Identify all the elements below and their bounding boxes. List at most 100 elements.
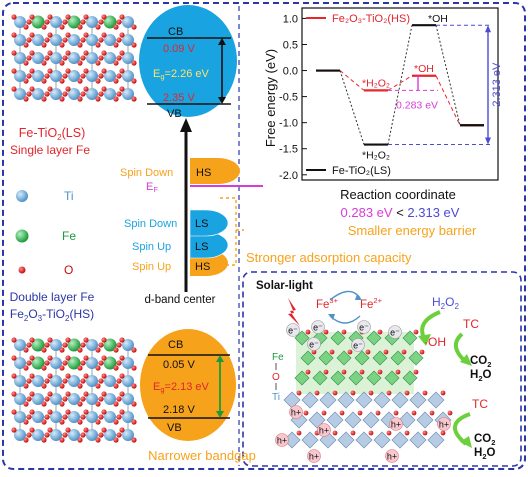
ti-octahedron	[301, 391, 319, 409]
h2o-label-bottom: H2O	[474, 447, 495, 461]
o-atom	[98, 91, 104, 97]
ti-atom	[50, 393, 62, 405]
double-layer-title: Double layer Fe	[10, 290, 95, 304]
o-atom	[77, 437, 83, 443]
ti-atom	[86, 16, 98, 28]
o-atom	[422, 390, 428, 396]
ls-spin-down-lobe	[189, 209, 229, 237]
hole-circle	[385, 449, 399, 463]
fe-octahedron	[366, 330, 382, 346]
o-atom	[83, 68, 89, 74]
o-atom	[29, 355, 35, 361]
o-atom	[113, 365, 119, 371]
y-tick-label: -1.0	[279, 118, 298, 130]
hs-top-lobe	[190, 158, 240, 184]
o-atom	[41, 24, 47, 30]
ti-atom	[104, 375, 116, 387]
o-atom	[80, 55, 86, 61]
top-gap-arrowheads	[218, 38, 226, 104]
o-atom	[65, 68, 71, 74]
y-tick-label: 1.0	[283, 13, 298, 25]
hole-label: h+	[309, 452, 319, 462]
o-atom	[303, 410, 309, 416]
o-atom	[131, 42, 137, 48]
ti-atom	[32, 393, 44, 405]
o-atom	[95, 437, 101, 443]
label-h2o2-hs: *H₂O₂	[362, 77, 390, 89]
o-atom	[95, 42, 101, 48]
tc-label-bottom: TC	[472, 397, 488, 411]
top-cb-value: 0.09 V	[163, 43, 195, 55]
hole-label: h+	[439, 420, 449, 430]
o-atom	[44, 360, 50, 366]
o-atom	[41, 347, 47, 353]
ti-atom	[86, 70, 98, 82]
electron-label: e⁻	[313, 323, 323, 333]
o-atom	[116, 414, 122, 420]
o-atom	[47, 14, 53, 20]
ti-octahedron	[326, 411, 344, 429]
ti-atom	[104, 52, 116, 64]
o-atom	[65, 391, 71, 397]
o-atom	[296, 390, 302, 396]
o-atom	[59, 383, 65, 389]
o-atom	[113, 347, 119, 353]
crystal-structure-single-layer	[11, 14, 137, 102]
o-atom	[44, 19, 50, 25]
o-atom	[83, 355, 89, 361]
ti-atom	[122, 88, 134, 100]
o-atom	[419, 349, 425, 355]
o-atom	[11, 391, 17, 397]
ti-atom	[104, 70, 116, 82]
o-atom	[341, 369, 347, 375]
o-atom	[305, 369, 311, 375]
o-atom	[41, 419, 47, 425]
o-atom	[377, 329, 383, 335]
o-atom	[83, 409, 89, 415]
o-atom	[80, 360, 86, 366]
ti-octahedron	[301, 431, 319, 449]
o-atom	[440, 390, 446, 396]
fe-octahedron	[312, 370, 328, 386]
top-eg-value: Eg=2.26 eV	[153, 68, 210, 81]
ti-atom	[104, 429, 116, 441]
label-oh-top: *OH	[428, 13, 448, 25]
o-atom	[65, 50, 71, 56]
o-atom	[44, 55, 50, 61]
o-atom	[101, 337, 107, 343]
o-atom	[98, 19, 104, 25]
bond-o-label: O	[272, 372, 280, 383]
o-legend-label: O	[64, 263, 73, 277]
o-atom	[113, 78, 119, 84]
d-band-center-label: d-band center	[145, 294, 216, 306]
o-atom	[47, 373, 53, 379]
hole-label: h+	[319, 426, 329, 436]
co2-label-top: CO2	[470, 355, 491, 369]
o-atom	[101, 355, 107, 361]
fe-atom	[67, 356, 81, 370]
o-atom	[47, 68, 53, 74]
chart-y-axis-label: Free energy (eV)	[263, 49, 278, 147]
o-atom	[116, 37, 122, 43]
ti-atom	[50, 357, 62, 369]
o-atom	[359, 369, 365, 375]
o-atom	[404, 390, 410, 396]
o-atom	[98, 37, 104, 43]
o-atom	[77, 78, 83, 84]
o-atom	[80, 414, 86, 420]
o-atom	[62, 432, 68, 438]
o-atom	[119, 427, 125, 433]
o-atom	[101, 373, 107, 379]
o-atom	[59, 437, 65, 443]
o-atom	[80, 342, 86, 348]
o-atom	[11, 68, 17, 74]
o-atom	[77, 60, 83, 66]
o-atom	[119, 14, 125, 20]
hs-bottom-label: HS	[195, 261, 210, 273]
o-atom	[23, 42, 29, 48]
o-atom	[47, 32, 53, 38]
o-atom	[77, 24, 83, 30]
ti-atom	[86, 34, 98, 46]
o-atom	[83, 14, 89, 20]
o-atom	[341, 329, 347, 335]
